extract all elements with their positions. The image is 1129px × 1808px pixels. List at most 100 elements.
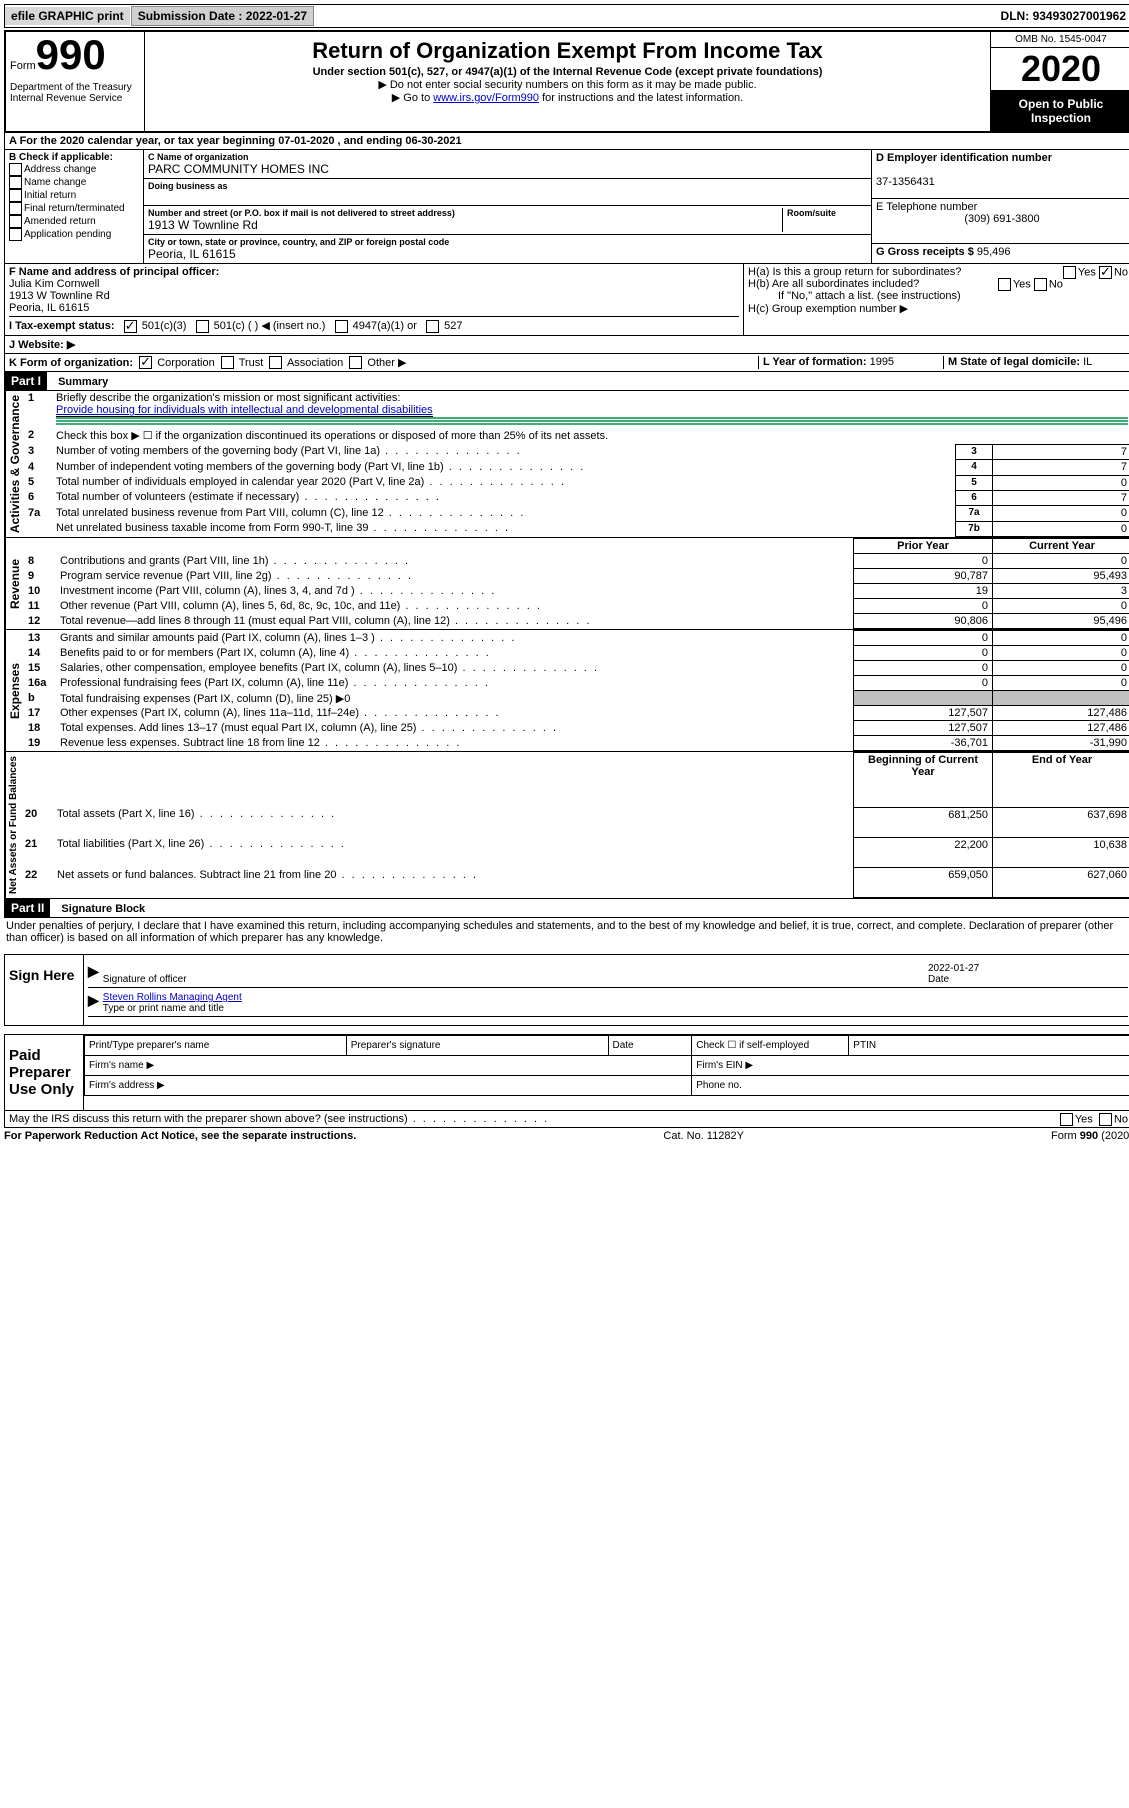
chk-501c3[interactable] — [124, 320, 137, 333]
dept-treasury: Department of the Treasury Internal Reve… — [10, 82, 140, 104]
chk-trust[interactable] — [221, 356, 234, 369]
open-inspection: Open to Public Inspection — [991, 91, 1129, 131]
h-b: H(b) Are all subordinates included? Yes … — [748, 278, 1128, 290]
chk-discuss-yes[interactable] — [1060, 1113, 1073, 1126]
col-b-checkboxes: B Check if applicable: Address change Na… — [5, 150, 144, 263]
chk-ha-yes[interactable] — [1063, 266, 1076, 279]
room-label: Room/suite — [787, 208, 867, 218]
chk-final-return[interactable] — [9, 202, 22, 215]
prep-self-hdr: Check ☐ if self-employed — [692, 1036, 849, 1056]
h-c: H(c) Group exemption number ▶ — [748, 302, 1128, 315]
entity-grid: B Check if applicable: Address change Na… — [4, 150, 1129, 264]
part2-header-row: Part II Signature Block — [4, 899, 1129, 918]
form-ref: Form 990 (2020) — [1051, 1130, 1129, 1142]
officer-city: Peoria, IL 61615 — [9, 302, 89, 314]
city-label: City or town, state or province, country… — [148, 237, 867, 247]
submission-date-btn[interactable]: Submission Date : 2022-01-27 — [131, 6, 314, 26]
row-j-website: J Website: ▶ — [4, 336, 1129, 354]
revenue-table: Prior YearCurrent Year8Contributions and… — [24, 538, 1129, 629]
phone-value: (309) 691-3800 — [876, 213, 1128, 225]
net-label: Net Assets or Fund Balances — [5, 752, 21, 898]
part1-title: Summary — [50, 376, 108, 388]
form-number: 990 — [36, 31, 106, 78]
m-label: M State of legal domicile: — [948, 356, 1080, 368]
sig-date-label: Date — [928, 974, 949, 985]
arrow-icon: ▶ — [88, 992, 103, 1014]
officer-name-link[interactable]: Steven Rollins Managing Agent — [103, 992, 242, 1003]
sign-here-label: Sign Here — [5, 955, 84, 1025]
perjury-declaration: Under penalties of perjury, I declare th… — [4, 918, 1129, 946]
officer-name: Julia Kim Cornwell — [9, 278, 99, 290]
form990-link[interactable]: www.irs.gov/Form990 — [433, 92, 539, 104]
top-bar: efile GRAPHIC print Submission Date : 20… — [4, 4, 1129, 28]
revenue-section: Revenue Prior YearCurrent Year8Contribut… — [4, 538, 1129, 630]
org-name: PARC COMMUNITY HOMES INC — [148, 162, 867, 176]
prep-name-hdr: Print/Type preparer's name — [85, 1036, 347, 1056]
addr-label: Number and street (or P.O. box if mail i… — [148, 208, 782, 218]
omb-number: OMB No. 1545-0047 — [991, 32, 1129, 48]
chk-hb-yes[interactable] — [998, 278, 1011, 291]
prep-date-hdr: Date — [608, 1036, 692, 1056]
net-section: Net Assets or Fund Balances Beginning of… — [4, 752, 1129, 899]
officer-label: F Name and address of principal officer: — [9, 266, 219, 278]
sig-officer-label: Signature of officer — [103, 974, 187, 985]
form-title: Return of Organization Exempt From Incom… — [149, 38, 986, 64]
paperwork-notice: For Paperwork Reduction Act Notice, see … — [4, 1130, 356, 1142]
chk-assoc[interactable] — [269, 356, 282, 369]
preparer-table: Print/Type preparer's name Preparer's si… — [84, 1035, 1129, 1096]
arrow-icon: ▶ — [88, 963, 103, 985]
chk-hb-no[interactable] — [1034, 278, 1047, 291]
efile-label: efile GRAPHIC print — [5, 7, 130, 25]
net-table: Beginning of Current YearEnd of Year20To… — [21, 752, 1129, 898]
activities-table: 1Briefly describe the organization's mis… — [24, 391, 1129, 537]
firm-ein-cell: Firm's EIN ▶ — [692, 1056, 1129, 1076]
part2-title: Signature Block — [53, 903, 145, 915]
page-footer: For Paperwork Reduction Act Notice, see … — [4, 1130, 1129, 1142]
officer-grid: F Name and address of principal officer:… — [4, 264, 1129, 336]
chk-address-change[interactable] — [9, 163, 22, 176]
addr-value: 1913 W Townline Rd — [148, 218, 782, 232]
part1-header-row: Part I Summary — [4, 372, 1129, 391]
subtitle-1: Under section 501(c), 527, or 4947(a)(1)… — [149, 66, 986, 78]
form-prefix: Form — [10, 60, 36, 72]
chk-527[interactable] — [426, 320, 439, 333]
l-value: 1995 — [870, 356, 894, 368]
city-value: Peoria, IL 61615 — [148, 247, 867, 261]
k-label: K Form of organization: — [9, 357, 133, 369]
chk-initial-return[interactable] — [9, 189, 22, 202]
prep-ptin-hdr: PTIN — [849, 1036, 1129, 1056]
cat-no: Cat. No. 11282Y — [663, 1130, 744, 1142]
firm-name-cell: Firm's name ▶ — [85, 1056, 692, 1076]
subtitle-2: ▶ Do not enter social security numbers o… — [149, 78, 986, 91]
org-name-label: C Name of organization — [148, 152, 867, 162]
officer-addr: 1913 W Townline Rd — [9, 290, 110, 302]
row-a-period: A For the 2020 calendar year, or tax yea… — [4, 133, 1129, 150]
h-b-note: If "No," attach a list. (see instruction… — [748, 290, 1128, 302]
chk-501c[interactable] — [196, 320, 209, 333]
dln: DLN: 93493027001962 — [995, 7, 1129, 25]
chk-other[interactable] — [349, 356, 362, 369]
activities-label: Activities & Governance — [5, 391, 24, 537]
chk-4947[interactable] — [335, 320, 348, 333]
activities-section: Activities & Governance 1Briefly describ… — [4, 391, 1129, 538]
paid-preparer-block: Paid Preparer Use Only Print/Type prepar… — [4, 1034, 1129, 1111]
chk-app-pending[interactable] — [9, 228, 22, 241]
revenue-label: Revenue — [5, 538, 24, 629]
sig-date: 2022-01-27 — [928, 963, 979, 974]
chk-ha-no[interactable] — [1099, 266, 1112, 279]
chk-name-change[interactable] — [9, 176, 22, 189]
chk-discuss-no[interactable] — [1099, 1113, 1112, 1126]
chk-corp[interactable] — [139, 356, 152, 369]
sign-here-block: Sign Here ▶ Signature of officer 2022-01… — [4, 954, 1129, 1026]
expenses-table: 13Grants and similar amounts paid (Part … — [24, 630, 1129, 751]
part1-badge: Part I — [5, 372, 47, 390]
tax-exempt-label: I Tax-exempt status: — [9, 320, 115, 332]
m-value: IL — [1083, 356, 1092, 368]
chk-amended[interactable] — [9, 215, 22, 228]
expenses-label: Expenses — [5, 630, 24, 751]
paid-preparer-label: Paid Preparer Use Only — [5, 1035, 84, 1110]
gross-label: G Gross receipts $ — [876, 246, 974, 258]
form-header: Form990 Department of the Treasury Inter… — [4, 30, 1129, 133]
firm-phone-cell: Phone no. — [692, 1076, 1129, 1096]
subtitle-3: ▶ Go to www.irs.gov/Form990 for instruct… — [149, 91, 986, 104]
